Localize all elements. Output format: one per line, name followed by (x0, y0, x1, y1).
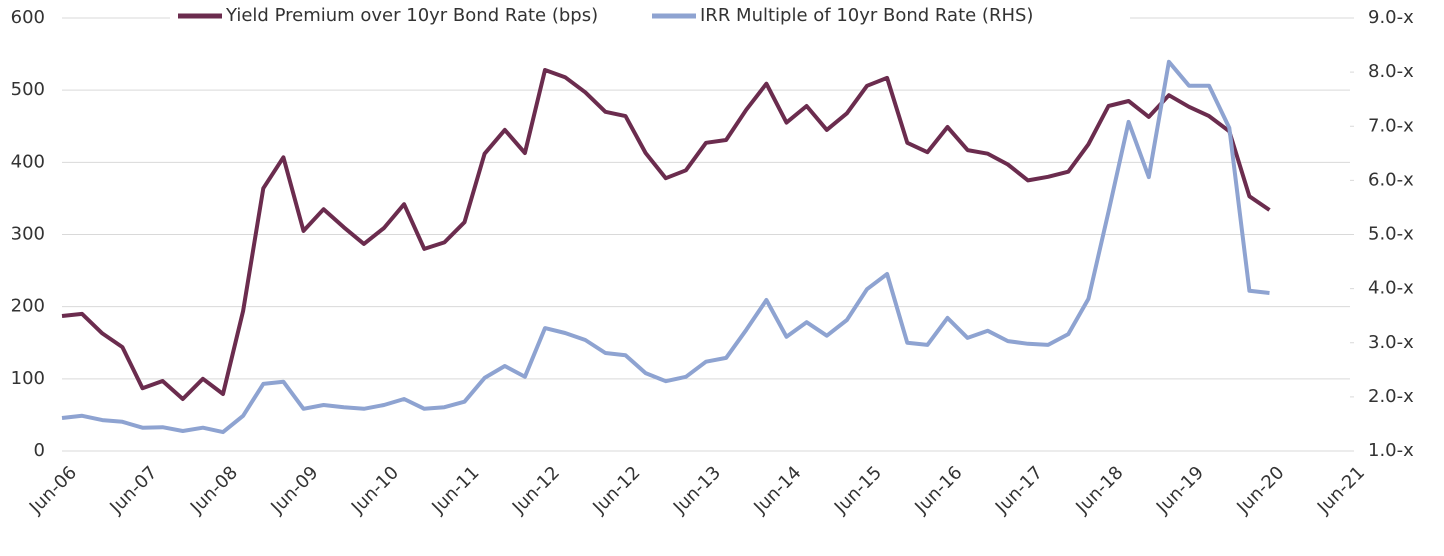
y-tick-label: 600 (11, 7, 45, 28)
x-tick-label: Jun-08 (186, 462, 242, 518)
series-line (61, 59, 1270, 435)
y-tick-label: 300 (11, 224, 45, 245)
x-tick-label: Jun-12 (508, 462, 564, 518)
legend-label: Yield Premium over 10yr Bond Rate (bps) (225, 5, 598, 26)
y2-tick-label: 7.0-x (1368, 115, 1414, 136)
y-tick-label: 0 (34, 440, 45, 461)
y-tick-label: 500 (11, 79, 45, 100)
y2-tick-label: 4.0-x (1368, 278, 1414, 299)
x-tick-label: Jun-10 (347, 462, 403, 518)
y2-tick-label: 9.0-x (1368, 7, 1414, 28)
x-tick-label: Jun-20 (1232, 462, 1288, 518)
x-tick-label: Jun-18 (1071, 462, 1127, 518)
x-tick-label: Jun-16 (910, 462, 966, 518)
x-tick-label: Jun-15 (830, 462, 886, 518)
x-tick-label: Jun-12 (588, 462, 644, 518)
x-tick-label: Jun-14 (749, 462, 805, 518)
x-tick-label: Jun-07 (105, 462, 161, 518)
y2-tick-label: 1.0-x (1368, 440, 1414, 461)
y-tick-label: 400 (11, 151, 45, 172)
y-tick-label: 100 (11, 368, 45, 389)
x-tick-label: Jun-13 (669, 462, 725, 518)
x-tick-label: Jun-17 (991, 462, 1047, 518)
y2-tick-label: 8.0-x (1368, 61, 1414, 82)
y2-tick-label: 5.0-x (1368, 224, 1414, 245)
y-tick-label: 200 (11, 296, 45, 317)
legend-label: IRR Multiple of 10yr Bond Rate (RHS) (700, 5, 1033, 26)
x-tick-label: Jun-21 (1313, 462, 1369, 518)
y2-tick-label: 6.0-x (1368, 169, 1414, 190)
y2-tick-label: 3.0-x (1368, 332, 1414, 353)
x-tick-label: Jun-11 (427, 462, 483, 518)
x-tick-label: Jun-09 (266, 462, 322, 518)
y2-tick-label: 2.0-x (1368, 386, 1414, 407)
legend-background (170, 2, 1130, 32)
x-tick-label: Jun-06 (25, 462, 81, 518)
x-tick-label: Jun-19 (1152, 462, 1208, 518)
series-line (61, 68, 1271, 401)
